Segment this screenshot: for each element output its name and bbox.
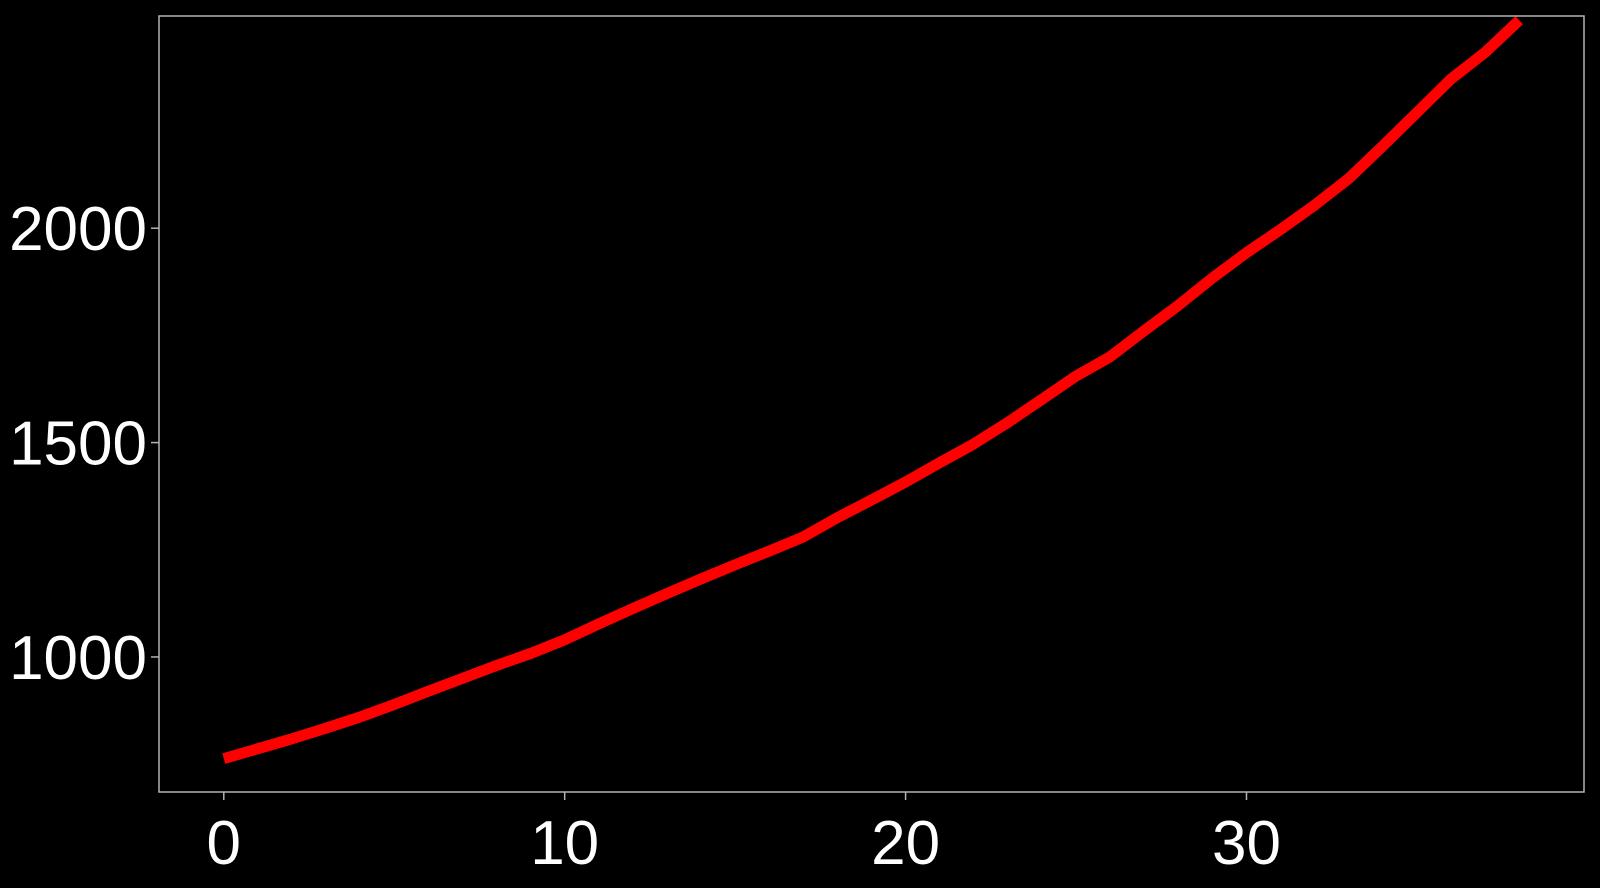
y-tick-label: 1000 [9, 624, 147, 693]
axis-ticks: 0 10 20 30 1000 1500 2000 [9, 195, 1281, 878]
plot-frame [158, 15, 1585, 793]
plot-series [222, 16, 1523, 764]
series-line-0 [222, 16, 1523, 764]
x-tick-label: 10 [530, 809, 599, 878]
x-tick-label: 30 [1212, 809, 1281, 878]
x-tick-label: 20 [871, 809, 940, 878]
x-tick-label: 0 [207, 809, 241, 878]
y-tick-label: 1500 [9, 410, 147, 479]
y-tick-label: 2000 [9, 195, 147, 264]
